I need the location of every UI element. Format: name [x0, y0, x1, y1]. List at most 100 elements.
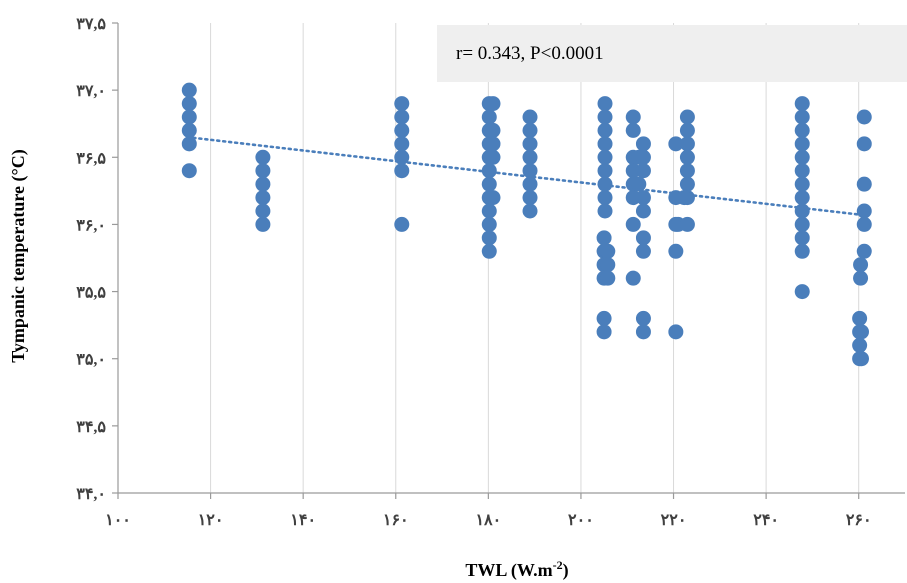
data-point [853, 257, 869, 273]
data-point [394, 122, 410, 138]
data-point [853, 324, 869, 340]
trendline [186, 135, 865, 217]
data-point [600, 257, 616, 273]
y-tick-label: ۳۴,۵ [76, 419, 106, 436]
gridlines [210, 23, 860, 493]
data-point [394, 136, 410, 152]
data-point [794, 230, 810, 246]
annotation-text: r= 0.343, P<0.0001 [456, 43, 604, 64]
data-point [635, 203, 651, 219]
x-axis-title: TWL (W.m-2) [465, 558, 568, 581]
data-point [596, 324, 612, 340]
data-point [596, 310, 612, 326]
data-point [679, 176, 695, 192]
data-point [481, 109, 497, 125]
data-point [856, 136, 872, 152]
x-tick-label: ۱۸۰ [475, 512, 501, 529]
tick-labels: ۳۴,۰ ۳۴,۵ ۳۵,۰ ۳۵,۵ ۳۶,۰ ۳۶,۵ ۳۷,۰ ۳۷,۵ ۱۰۰ ۱۲۰ ۱۴… [76, 16, 871, 529]
annotation-box [437, 25, 907, 82]
data-point [181, 163, 197, 179]
data-point [522, 163, 538, 179]
data-point [394, 163, 410, 179]
x-tick-label: ۲۶۰ [846, 512, 872, 529]
data-point [676, 190, 692, 206]
data-point [679, 163, 695, 179]
y-axis-title: Tympanic temperature (°C) [8, 149, 29, 363]
data-point [625, 109, 641, 125]
data-point [794, 216, 810, 232]
data-point [181, 82, 197, 98]
y-tick-label: ۳۶,۵ [76, 150, 106, 167]
data-point [255, 203, 271, 219]
data-point [394, 216, 410, 232]
data-point [679, 136, 695, 152]
data-point [852, 337, 868, 353]
data-point [794, 243, 810, 259]
data-point [635, 243, 651, 259]
data-point [856, 176, 872, 192]
y-tick-label: ۳۴,۰ [76, 486, 106, 503]
y-tick-label: ۳۶,۰ [76, 217, 106, 234]
data-point [481, 216, 497, 232]
data-point [481, 176, 497, 192]
data-point [597, 203, 613, 219]
data-point [522, 203, 538, 219]
data-point [597, 96, 613, 112]
data-point [679, 122, 695, 138]
data-point [255, 149, 271, 165]
data-point [635, 230, 651, 246]
data-point [794, 203, 810, 219]
data-point [596, 230, 612, 246]
data-point [625, 270, 641, 286]
y-tick-label: ۳۵,۰ [76, 352, 106, 369]
data-point [481, 203, 497, 219]
x-tick-label: ۱۲۰ [198, 512, 224, 529]
x-tick-label: ۲۰۰ [568, 512, 594, 529]
data-point [394, 149, 410, 165]
data-point [597, 190, 613, 206]
data-point [794, 122, 810, 138]
x-tick-label: ۲۲۰ [661, 512, 687, 529]
data-point [794, 176, 810, 192]
data-point [255, 190, 271, 206]
data-point [794, 284, 810, 300]
data-point [679, 149, 695, 165]
data-point [522, 176, 538, 192]
y-tick-label: ۳۵,۵ [76, 285, 106, 302]
data-point [522, 190, 538, 206]
data-point [794, 149, 810, 165]
data-point [625, 216, 641, 232]
y-tick-label: ۳۷,۵ [76, 16, 106, 33]
data-point [255, 216, 271, 232]
data-point [856, 203, 872, 219]
data-point [597, 176, 613, 192]
x-tick-label: ۲۴۰ [753, 512, 779, 529]
data-point [679, 216, 695, 232]
data-point [631, 176, 647, 192]
data-point [485, 122, 501, 138]
data-point [597, 163, 613, 179]
data-point [794, 163, 810, 179]
data-point [481, 163, 497, 179]
data-point [522, 109, 538, 125]
data-point [394, 96, 410, 112]
data-point [485, 149, 501, 165]
data-point [600, 243, 616, 259]
data-point [856, 243, 872, 259]
data-point [255, 176, 271, 192]
data-point [635, 163, 651, 179]
data-point [597, 149, 613, 165]
data-point [668, 243, 684, 259]
y-tick-label: ۳۷,۰ [76, 83, 106, 100]
data-point [856, 216, 872, 232]
data-points [181, 82, 872, 367]
data-point [181, 136, 197, 152]
data-point [597, 122, 613, 138]
data-point [485, 96, 501, 112]
data-point [679, 109, 695, 125]
data-point [481, 230, 497, 246]
data-point [853, 351, 869, 367]
data-point [394, 109, 410, 125]
data-point [597, 109, 613, 125]
